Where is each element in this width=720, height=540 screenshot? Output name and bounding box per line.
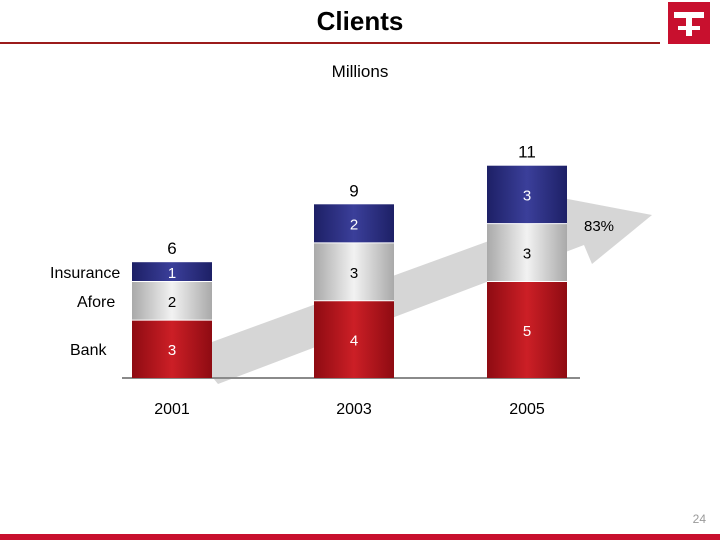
bank-segment [132,320,212,378]
series-label: Insurance [50,265,120,282]
page-number: 24 [692,512,706,526]
brand-logo [668,2,710,44]
growth-arrow [190,196,652,384]
footer-line [0,534,720,540]
x-tick-label: 2003 [336,401,372,418]
total-label: 9 [349,181,358,200]
data-label: 4 [350,332,358,349]
afore-segment [132,281,212,321]
series-label: Bank [70,342,107,359]
x-tick-label: 2001 [154,401,190,418]
bank-segment [314,300,394,378]
total-label: 11 [518,143,536,162]
data-label: 2 [350,217,358,234]
insurance-segment [487,165,567,224]
data-label: 1 [168,265,176,282]
data-label: 5 [523,323,531,340]
page-title: Clients [316,6,404,36]
insurance-segment [132,262,212,282]
afore-segment [314,242,394,301]
x-tick-label: 2005 [509,401,545,418]
data-label: 3 [168,342,176,359]
data-label: 3 [350,265,358,282]
chart-subtitle: Millions [331,62,389,81]
data-label: 2 [168,294,176,311]
insurance-segment [314,204,394,243]
data-label: 3 [523,188,531,205]
growth-label: 83% [584,218,614,235]
afore-segment [487,223,567,282]
data-label: 3 [523,246,531,263]
bank-segment [487,281,567,378]
total-label: 6 [167,239,176,258]
series-label: Afore [77,294,115,311]
title-underline [0,42,660,44]
